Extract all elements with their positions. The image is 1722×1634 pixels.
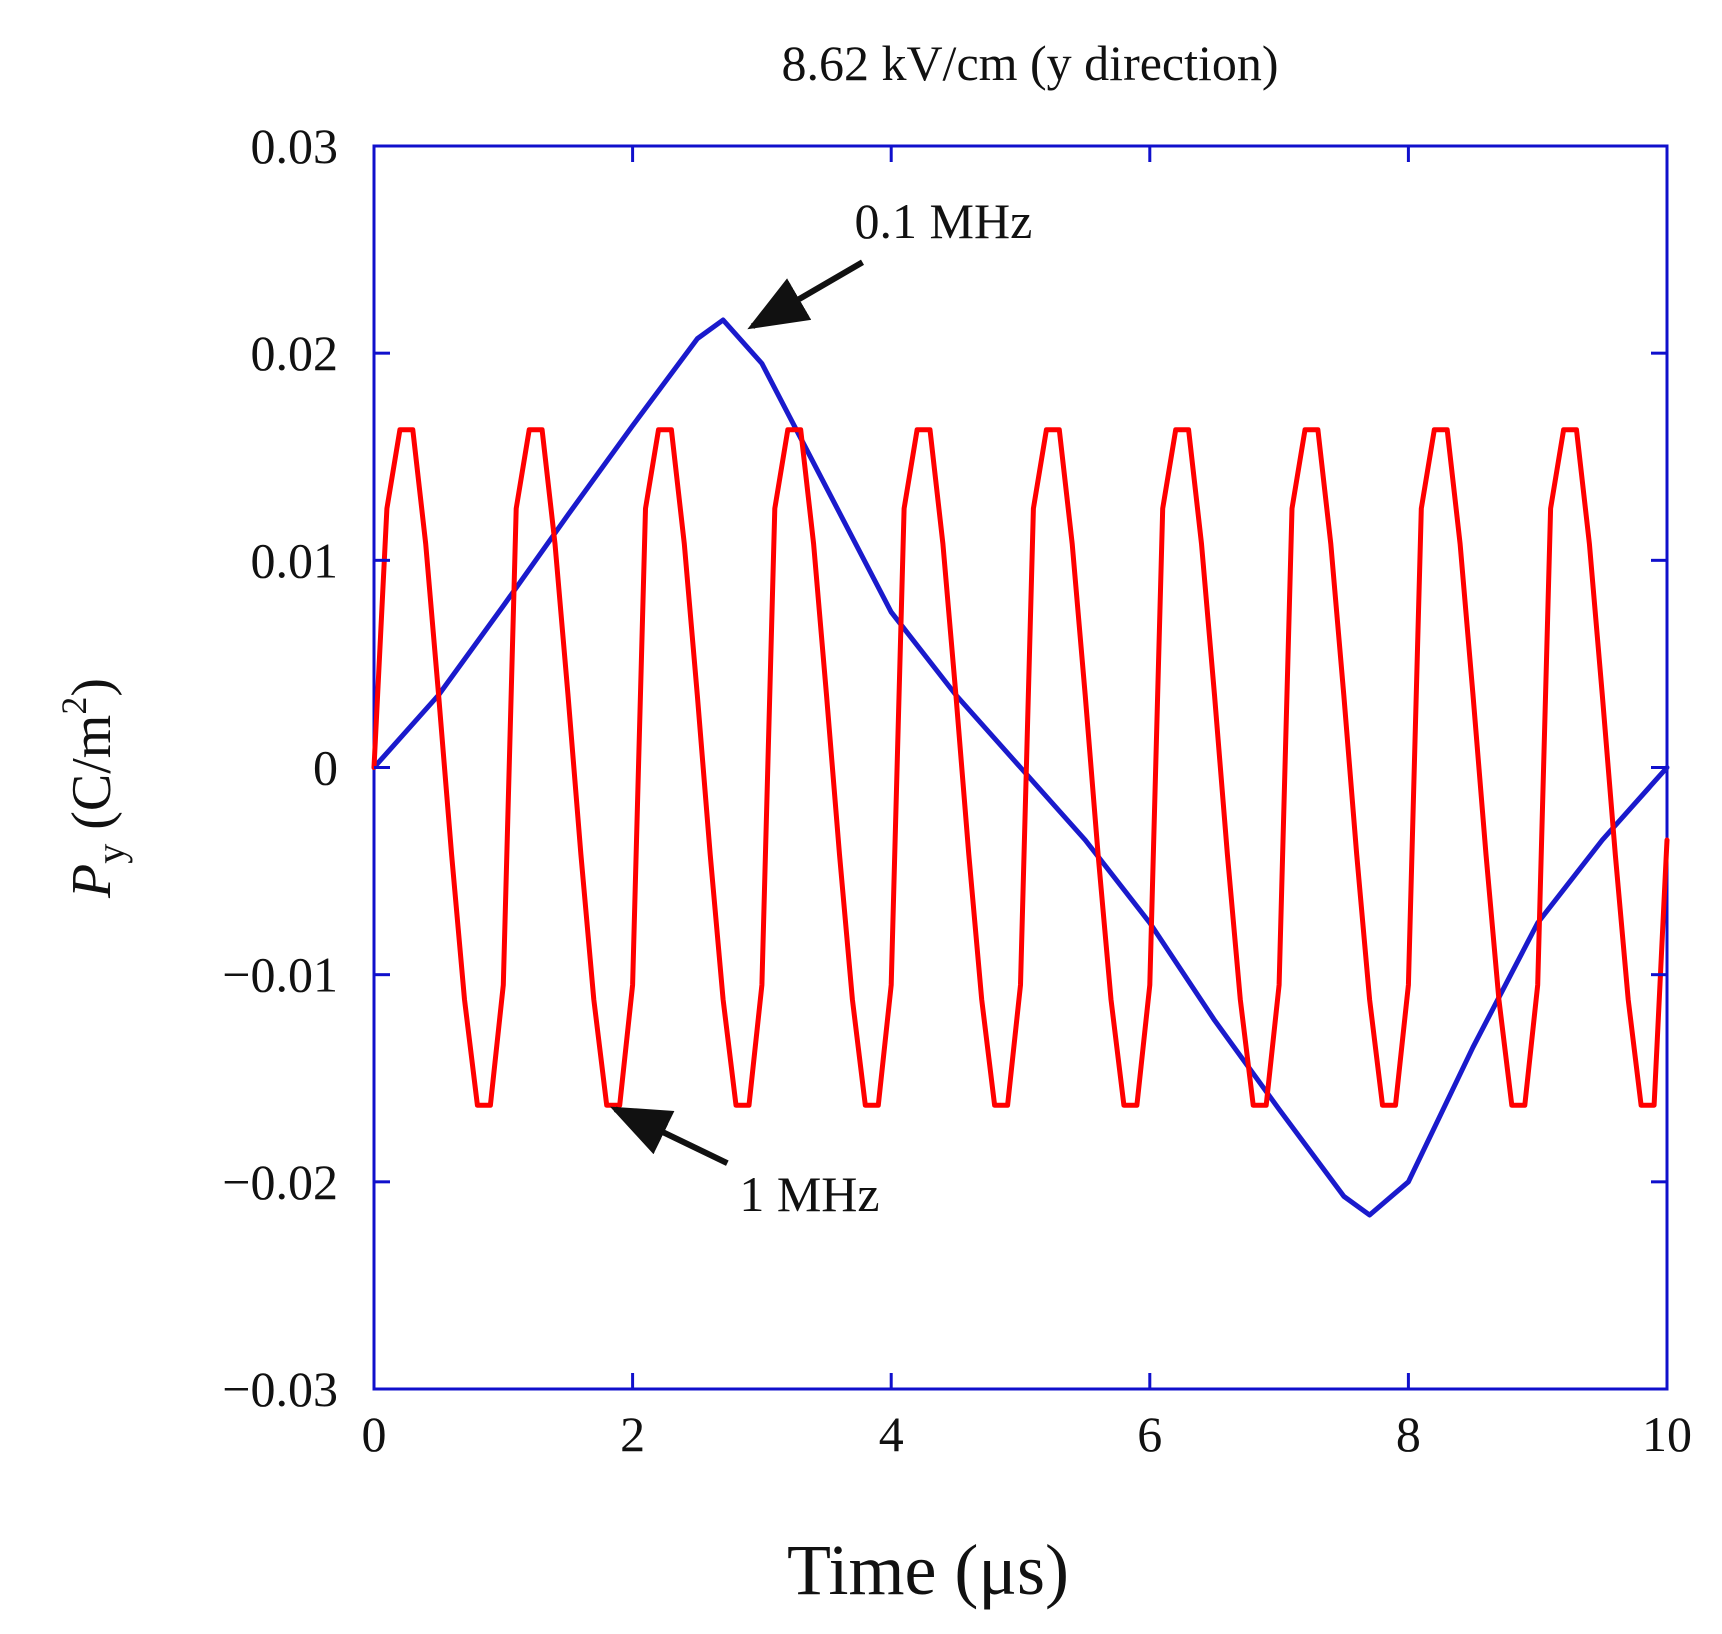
series-group [371, 317, 1670, 1218]
chart-title: 8.62 kV/cm (y direction) [781, 35, 1278, 91]
y-axis-label-unit-open: (C/m [61, 715, 123, 844]
y-tick-label-2: −0.01 [222, 947, 338, 1003]
x-tick-label-4: 8 [1396, 1406, 1421, 1462]
annotation-label-1-1mhz: 1 MHz [739, 1166, 879, 1222]
y-tick-label-1: −0.02 [222, 1154, 338, 1210]
y-axis-label: Py (C/m2) [54, 678, 133, 899]
y-axis-label-subscript: y [88, 844, 133, 864]
y-tick-label-5: 0.02 [251, 325, 339, 381]
x-tick-label-0: 0 [362, 1406, 387, 1462]
x-axis-label: Time (μs) [787, 1530, 1069, 1610]
x-tick-label-1: 2 [620, 1406, 645, 1462]
annotations: 0.1 MHz 1 MHz [609, 193, 1033, 1222]
x-tick-label-3: 6 [1137, 1406, 1162, 1462]
x-tick-label-2: 4 [879, 1406, 904, 1462]
y-tick-label-3: 0 [313, 740, 338, 796]
x-tick-label-5: 10 [1642, 1406, 1692, 1462]
y-axis-label-unit-close: ) [61, 678, 123, 697]
annotation-arrow-1-1mhz [609, 1106, 729, 1166]
series-line-01-mhz [371, 317, 1670, 1218]
y-tick-label-0: −0.03 [222, 1361, 338, 1417]
series-line-1-mhz [371, 427, 1670, 1108]
y-tick-label-4: 0.01 [251, 532, 339, 588]
ticks-group: 0 2 4 6 8 10 −0.03 −0.02 −0.01 0 0.01 0.02 0.03 [222, 118, 1692, 1462]
annotation-arrow-0-01mhz [747, 259, 865, 330]
y-axis-label-symbol: P [61, 864, 123, 899]
annotation-label-0-01mhz: 0.1 MHz [855, 193, 1033, 249]
y-axis-label-unit-sup: 2 [54, 697, 94, 715]
y-tick-label-6: 0.03 [251, 118, 339, 174]
